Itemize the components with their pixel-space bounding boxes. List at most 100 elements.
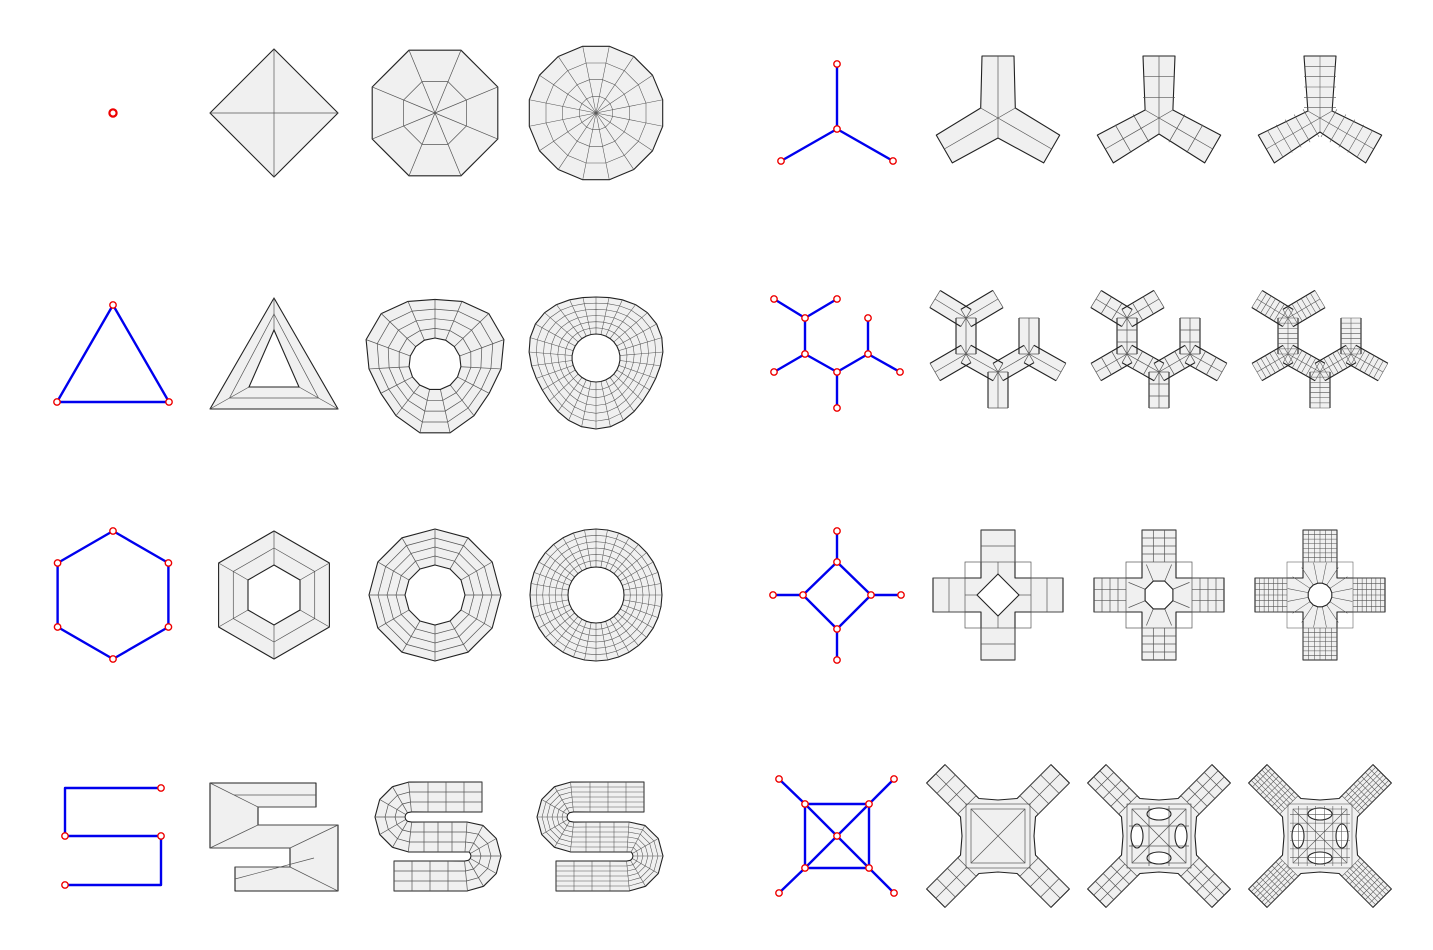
mesh-spoke (401, 537, 421, 570)
mesh-spoke (545, 612, 575, 638)
mesh-line (1271, 787, 1291, 807)
mesh-line (1260, 776, 1279, 795)
mesh-line (1331, 588, 1353, 593)
mesh-line (1341, 876, 1374, 908)
mesh-spoke (434, 50, 462, 114)
mesh-line (1128, 600, 1146, 608)
skeleton-node (833, 60, 841, 68)
shape-hexagon (53, 527, 663, 663)
skeleton-node (889, 157, 897, 165)
skeleton-node (833, 125, 841, 133)
skeleton-node (833, 832, 841, 840)
mesh-outline (1251, 344, 1284, 364)
mesh-spoke (623, 583, 662, 591)
mesh-line (1292, 808, 1348, 864)
mesh-line (1256, 881, 1275, 900)
mesh-spoke (470, 838, 497, 854)
stage-coarse (926, 764, 1070, 908)
mesh-spoke (299, 609, 330, 628)
mesh-line (1038, 857, 1070, 890)
mesh-spoke (553, 544, 579, 574)
mesh-spoke (581, 381, 592, 427)
skeleton-edge (803, 352, 839, 374)
mesh-line (1131, 808, 1187, 864)
mesh-spoke (582, 46, 597, 114)
mesh-spoke (584, 529, 592, 568)
skeleton-node (775, 775, 783, 783)
mesh-spoke (460, 561, 493, 581)
mesh-spoke (573, 532, 587, 569)
stage-medium (1087, 764, 1231, 908)
mesh-spoke (464, 822, 468, 852)
shape-triangle (53, 296, 664, 434)
skeleton-node (801, 864, 809, 872)
mesh-line (970, 808, 1026, 864)
mesh-spoke (619, 351, 663, 356)
mesh-spoke (450, 384, 475, 416)
mesh-line (934, 353, 967, 373)
mesh-line (947, 785, 966, 804)
mesh-spoke (372, 86, 436, 114)
stage-fine (1248, 764, 1392, 908)
mesh-spoke (605, 299, 623, 337)
mesh-spoke (298, 386, 339, 410)
mesh-spoke (605, 532, 619, 569)
shape-tri-star (777, 55, 1383, 165)
skeleton-node (865, 864, 873, 872)
mesh-line (1345, 791, 1365, 811)
mesh-spoke (600, 529, 608, 568)
mesh-line (1028, 866, 1061, 899)
mesh-line (1329, 114, 1347, 143)
stage-fine (528, 45, 664, 181)
mesh-spoke (556, 304, 583, 339)
skeleton-node (833, 295, 841, 303)
stage-coarse (935, 55, 1061, 164)
mesh-line (1172, 582, 1190, 590)
mesh-spoke (630, 860, 646, 887)
stage-skeleton (775, 775, 898, 897)
mesh-line (1267, 129, 1284, 158)
mesh-line (1301, 604, 1314, 623)
mesh-line (1319, 110, 1333, 119)
mesh-spoke (407, 301, 425, 341)
stage-coarse (932, 529, 1064, 661)
mesh-spoke (209, 386, 250, 410)
skeleton-node (865, 800, 873, 808)
mesh-line (1293, 114, 1311, 143)
mesh-spoke (464, 861, 468, 891)
mesh-line (1180, 857, 1200, 877)
mesh-hole (1174, 823, 1188, 849)
mesh-line (980, 107, 999, 119)
mesh-spoke (595, 112, 610, 180)
skeleton-node (165, 398, 173, 406)
mesh-spoke (531, 360, 573, 367)
mesh-spoke (392, 821, 408, 848)
mesh-line (1168, 114, 1186, 143)
mesh-spoke (622, 572, 659, 586)
mesh-line (1114, 124, 1132, 153)
mesh-spoke (617, 612, 647, 638)
mesh-line (997, 107, 1016, 119)
mesh-line (1350, 353, 1384, 373)
mesh-line (1263, 873, 1283, 893)
skeleton-node (801, 800, 809, 808)
mesh-spoke (553, 616, 579, 646)
mesh-line (1158, 117, 1213, 150)
mesh-line (1275, 791, 1295, 811)
mesh-line (944, 117, 999, 150)
mesh-spoke (380, 376, 413, 394)
mesh-spoke (632, 838, 659, 854)
mesh-line (1180, 764, 1213, 796)
mesh-spoke (570, 822, 574, 852)
mesh-spoke (445, 301, 463, 341)
skeleton-node (61, 832, 69, 840)
mesh-line (1266, 876, 1299, 908)
mesh-spoke (440, 389, 451, 433)
mesh-spoke (380, 313, 416, 347)
mesh-line (1188, 787, 1208, 807)
mesh-line (1267, 869, 1287, 889)
mesh-line (1126, 803, 1192, 869)
stage-fine (1251, 289, 1389, 409)
mesh-line (1105, 117, 1160, 150)
